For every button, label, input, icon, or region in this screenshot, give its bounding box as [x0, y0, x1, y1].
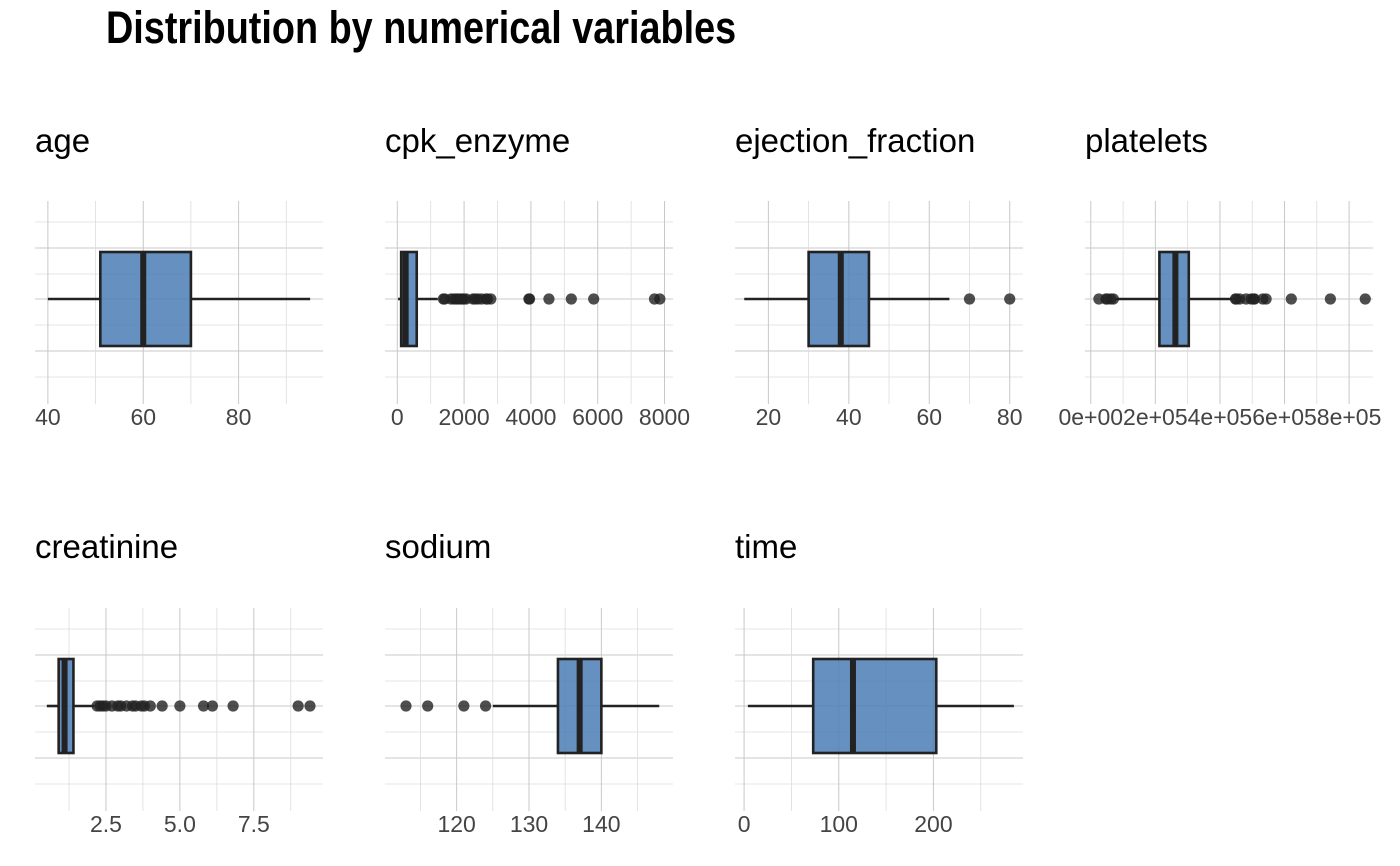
panel-time: time 0 100 200 — [735, 528, 1023, 837]
x-tick-label: 60 — [130, 404, 156, 430]
x-tick-label: 80 — [226, 404, 252, 430]
outlier-point — [485, 293, 497, 305]
panel-age: age 40 60 80 — [35, 122, 323, 430]
panel-title: age — [35, 122, 90, 159]
x-tick-label: 6e+05 — [1252, 404, 1317, 430]
panel-title: cpk_enzyme — [385, 122, 570, 159]
x-tick-label: 0 — [391, 404, 404, 430]
panel-title: creatinine — [35, 528, 178, 565]
x-tick-label: 0e+00 — [1058, 404, 1123, 430]
outlier-point — [292, 700, 304, 712]
outlier-point — [963, 293, 976, 305]
outlier-point — [174, 700, 186, 712]
outlier-point — [1324, 293, 1336, 305]
x-tick-label: 140 — [582, 811, 620, 837]
x-tick-label: 2.5 — [90, 811, 122, 837]
panel-title: platelets — [1085, 122, 1208, 159]
x-tick-label: 60 — [916, 404, 942, 430]
outlier-point — [588, 293, 600, 305]
outlier-point — [1248, 293, 1261, 305]
x-tick-label: 2e+05 — [1123, 404, 1188, 430]
outlier-point — [1107, 293, 1119, 305]
x-tick-label: 4e+05 — [1188, 404, 1253, 430]
panel-title: sodium — [385, 528, 491, 565]
x-tick-label: 80 — [997, 404, 1023, 430]
outlier-point — [304, 700, 316, 712]
outlier-point — [479, 700, 492, 712]
x-tick-label: 20 — [756, 404, 782, 430]
x-tick-label: 120 — [437, 811, 475, 837]
x-tick-label: 7.5 — [238, 811, 270, 837]
x-tick-label: 4000 — [505, 404, 556, 430]
outlier-point — [400, 700, 412, 712]
x-tick-label: 100 — [820, 811, 858, 837]
outlier-point — [458, 700, 470, 712]
x-tick-label: 6000 — [572, 404, 623, 430]
x-tick-label: 40 — [35, 404, 61, 430]
x-tick-label: 5.0 — [164, 811, 196, 837]
panel-title: time — [735, 528, 797, 565]
x-tick-label: 8e+05 — [1317, 404, 1382, 430]
outlier-point — [523, 293, 536, 305]
outlier-point — [543, 293, 555, 305]
outlier-point — [1004, 293, 1016, 305]
page-title: Distribution by numerical variables — [106, 2, 737, 53]
panel-ejection-fraction: ejection_fraction 20 40 60 80 — [735, 122, 1023, 430]
outlier-point — [227, 700, 239, 712]
x-tick-label: 130 — [510, 811, 548, 837]
outlier-point — [206, 700, 219, 712]
outlier-point — [144, 700, 156, 712]
iqr-box — [811, 657, 938, 755]
panel-cpk-enzyme: cpk_enzyme 0 2000 4000 6000 8000 — [385, 122, 690, 430]
panel-title: ejection_fraction — [735, 122, 975, 159]
panel-creatinine: creatinine 2.5 5.0 7.5 — [35, 528, 323, 837]
x-tick-label: 0 — [738, 811, 751, 837]
panel-platelets: platelets 0e+00 2e+05 4e+05 6e+05 8e+05 — [1058, 122, 1381, 430]
x-tick-label: 40 — [836, 404, 862, 430]
outlier-point — [1359, 293, 1371, 305]
panel-sodium: sodium 120 130 140 — [385, 528, 673, 837]
outlier-point — [654, 293, 666, 305]
outlier-point — [156, 700, 168, 712]
x-tick-label: 2000 — [439, 404, 490, 430]
outlier-point — [197, 700, 210, 712]
outlier-point — [1285, 293, 1297, 305]
x-tick-label: 200 — [914, 811, 952, 837]
outlier-point — [422, 700, 434, 712]
outlier-point — [1260, 293, 1272, 305]
x-tick-label: 8000 — [639, 404, 690, 430]
outlier-point — [565, 293, 577, 305]
